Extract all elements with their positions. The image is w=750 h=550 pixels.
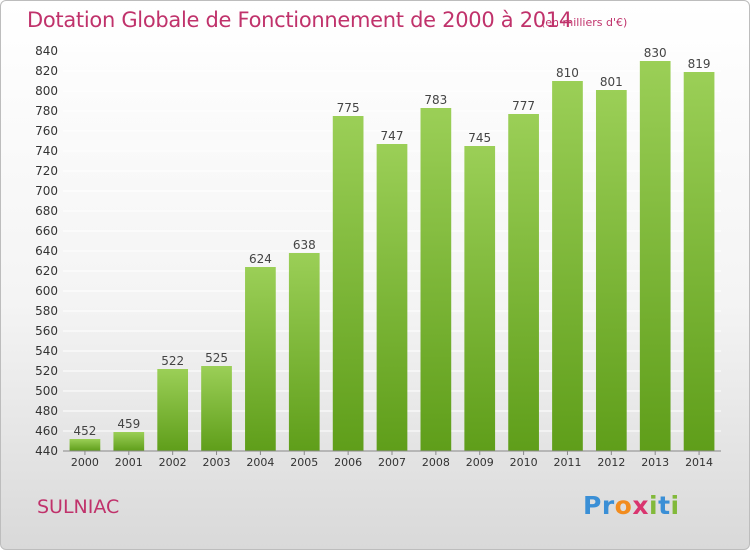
y-tick-label: 620 bbox=[35, 264, 58, 278]
logo-letter: t bbox=[658, 491, 671, 520]
x-tick-label: 2012 bbox=[597, 456, 625, 469]
x-tick-label: 2007 bbox=[378, 456, 406, 469]
x-tick-label: 2002 bbox=[159, 456, 187, 469]
bar bbox=[683, 72, 715, 451]
bar bbox=[420, 108, 452, 451]
bar bbox=[288, 253, 320, 451]
y-tick-label: 560 bbox=[35, 324, 58, 338]
bar bbox=[508, 114, 539, 451]
proxiti-logo[interactable]: Proxiti bbox=[583, 491, 680, 520]
data-label: 747 bbox=[381, 129, 404, 143]
bar bbox=[376, 144, 408, 451]
y-tick-label: 820 bbox=[35, 64, 58, 78]
bar bbox=[245, 267, 276, 451]
logo-letter: r bbox=[601, 491, 615, 520]
logo-letter: o bbox=[614, 491, 633, 520]
x-tick-label: 2010 bbox=[510, 456, 538, 469]
x-tick-label: 2008 bbox=[422, 456, 450, 469]
x-tick-label: 2006 bbox=[334, 456, 362, 469]
y-tick-label: 640 bbox=[35, 244, 58, 258]
y-tick-label: 700 bbox=[35, 184, 58, 198]
y-tick-label: 800 bbox=[35, 84, 58, 98]
y-tick-label: 500 bbox=[35, 384, 58, 398]
logo-letter: x bbox=[632, 491, 649, 520]
bar bbox=[201, 366, 232, 451]
logo-letter: i bbox=[670, 491, 680, 520]
data-label: 783 bbox=[424, 93, 447, 107]
data-labels: 452 459 522 525 624 638 775 747 783 745 777 810 801 8… bbox=[73, 46, 710, 438]
bar bbox=[332, 116, 364, 451]
bar bbox=[639, 61, 671, 451]
data-label: 775 bbox=[337, 101, 360, 115]
x-tick-label: 2004 bbox=[246, 456, 274, 469]
y-tick-label: 660 bbox=[35, 224, 58, 238]
data-label: 525 bbox=[205, 351, 228, 365]
y-tick-label: 520 bbox=[35, 364, 58, 378]
y-tick-label: 540 bbox=[35, 344, 58, 358]
x-tick-label: 2009 bbox=[466, 456, 494, 469]
data-label: 830 bbox=[644, 46, 667, 60]
y-tick-label: 740 bbox=[35, 144, 58, 158]
bar bbox=[69, 439, 101, 451]
data-label: 452 bbox=[73, 424, 96, 438]
y-tick-label: 580 bbox=[35, 304, 58, 318]
y-tick-label: 780 bbox=[35, 104, 58, 118]
x-tick-label: 2014 bbox=[685, 456, 713, 469]
data-label: 638 bbox=[293, 238, 316, 252]
bar bbox=[464, 146, 496, 451]
x-tick-label: 2013 bbox=[641, 456, 669, 469]
bar bbox=[595, 90, 627, 451]
x-tick-label: 2005 bbox=[290, 456, 318, 469]
y-tick-label: 600 bbox=[35, 284, 58, 298]
x-tick-label: 2011 bbox=[553, 456, 581, 469]
city-name: SULNIAC bbox=[37, 496, 120, 518]
bar bbox=[113, 432, 145, 451]
y-tick-label: 680 bbox=[35, 204, 58, 218]
bar bbox=[552, 81, 583, 451]
x-tick-label: 2003 bbox=[203, 456, 231, 469]
data-label: 745 bbox=[468, 131, 491, 145]
y-tick-label: 480 bbox=[35, 404, 58, 418]
logo-letter: P bbox=[583, 491, 602, 520]
y-axis-ticks: 440 460 480 500 520 540 560 580 600 620 640 660 680 7… bbox=[35, 44, 58, 458]
bars bbox=[69, 61, 715, 451]
x-tick-label: 2000 bbox=[71, 456, 99, 469]
logo-letter: i bbox=[649, 491, 659, 520]
data-label: 522 bbox=[161, 354, 184, 368]
chart-title: Dotation Globale de Fonctionnement de 20… bbox=[27, 8, 572, 32]
y-tick-label: 760 bbox=[35, 124, 58, 138]
x-tick-label: 2001 bbox=[115, 456, 143, 469]
y-tick-label: 440 bbox=[35, 444, 58, 458]
data-label: 459 bbox=[117, 417, 140, 431]
bar bbox=[157, 369, 189, 451]
y-tick-label: 720 bbox=[35, 164, 58, 178]
data-label: 624 bbox=[249, 252, 272, 266]
data-label: 777 bbox=[512, 99, 535, 113]
chart-subtitle: (en milliers d'€) bbox=[541, 16, 628, 29]
data-label: 801 bbox=[600, 75, 623, 89]
x-axis-ticks: 2000 2001 2002 2003 2004 2005 2006 2007 2008 2009… bbox=[71, 451, 713, 469]
y-tick-label: 840 bbox=[35, 44, 58, 58]
data-label: 810 bbox=[556, 66, 579, 80]
data-label: 819 bbox=[688, 57, 711, 71]
y-tick-label: 460 bbox=[35, 424, 58, 438]
